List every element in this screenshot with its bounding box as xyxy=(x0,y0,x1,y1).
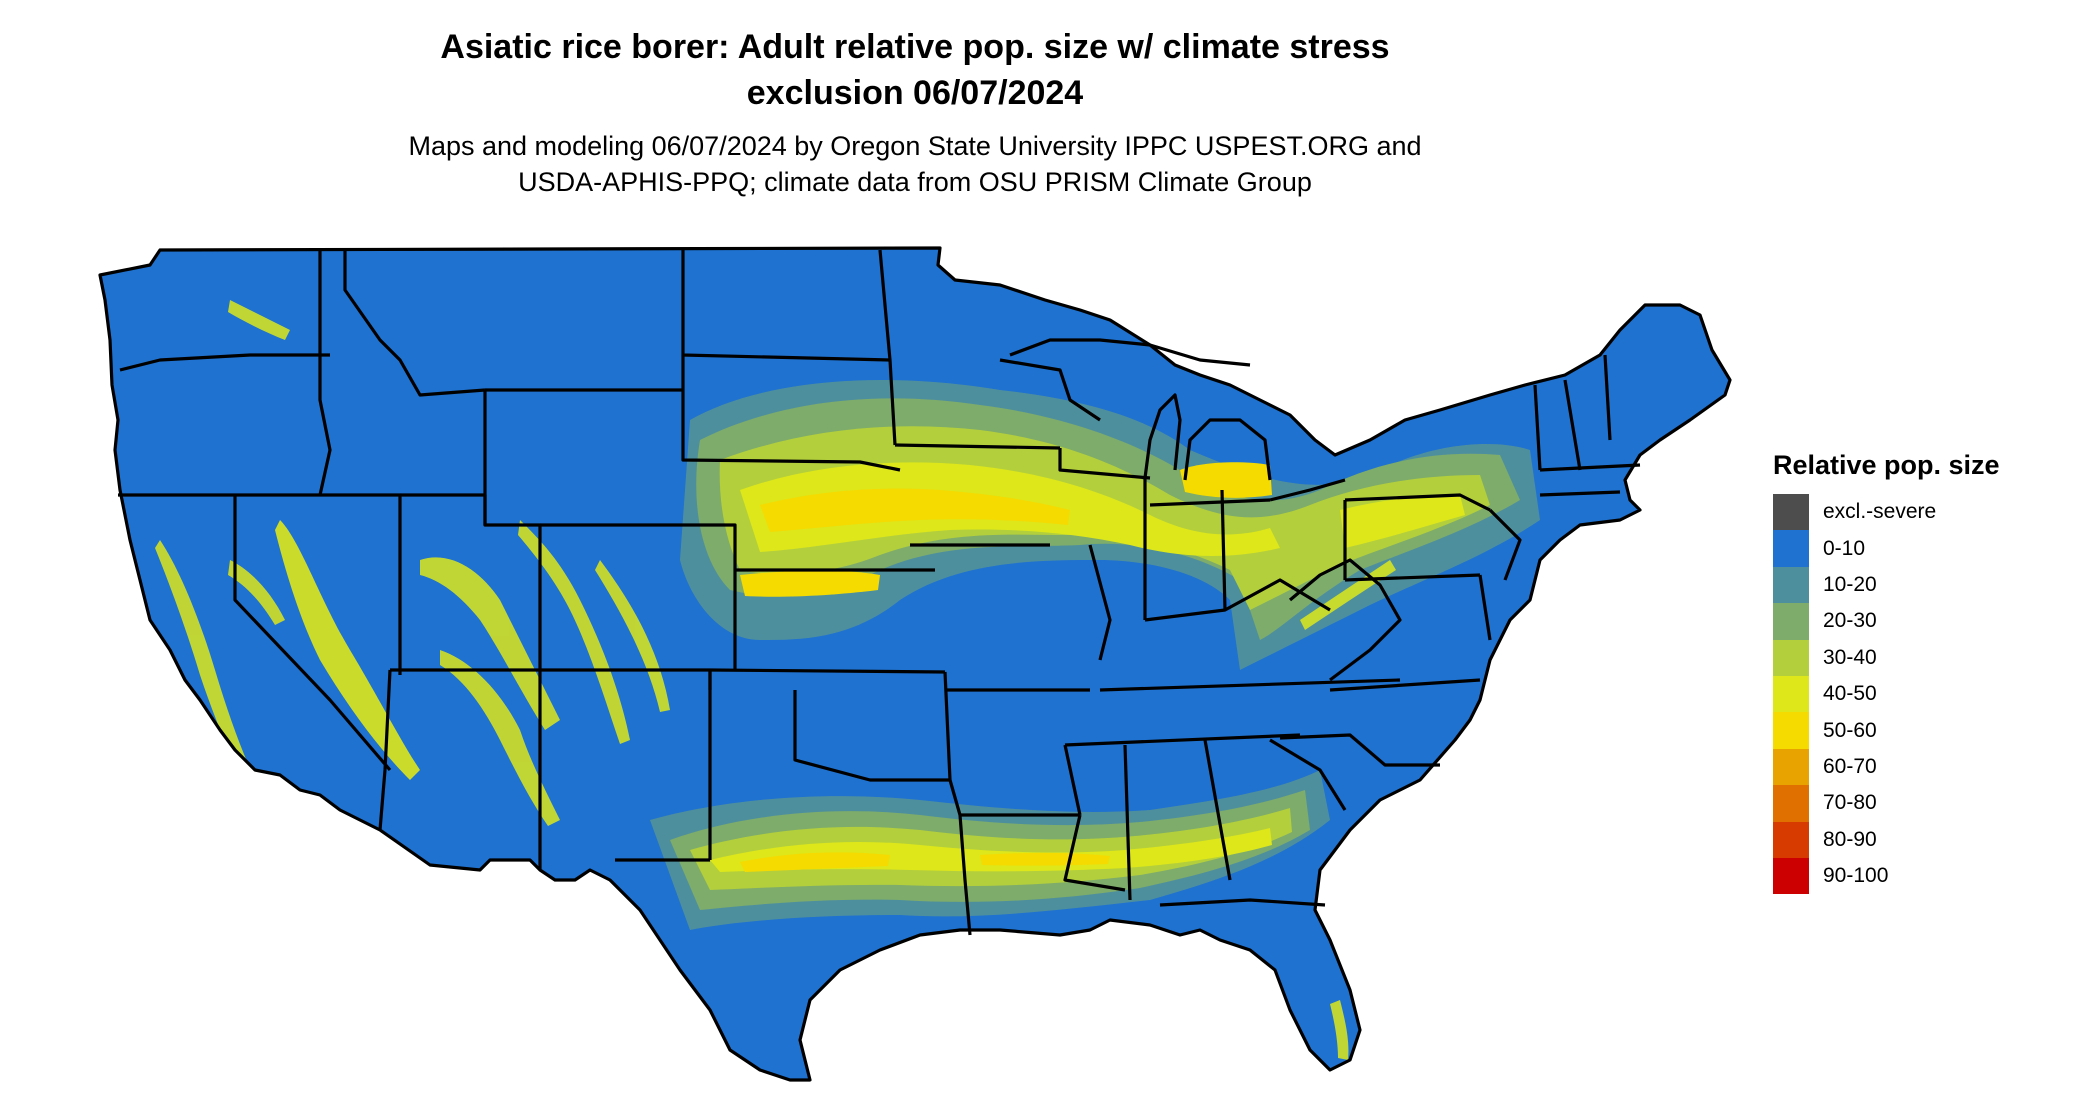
border-ga-sc xyxy=(1269,738,1347,811)
border-ky-tn xyxy=(1099,678,1401,692)
border-ma-ct xyxy=(1539,463,1641,497)
us-map-svg xyxy=(98,246,1732,1082)
border-il-south xyxy=(1088,544,1112,661)
legend-item: 70-80 xyxy=(1773,785,2073,822)
legend-item: 90-100 xyxy=(1773,857,2073,895)
border-ca-nv xyxy=(233,495,392,772)
border-id-mt xyxy=(343,250,486,397)
border-vt-nh xyxy=(1563,379,1582,471)
border-nm-tx xyxy=(615,670,712,862)
border-va-nc xyxy=(1329,678,1481,692)
border-nh-me xyxy=(1603,354,1612,441)
border-al-ga xyxy=(1203,739,1232,881)
border-ga-fl xyxy=(1159,898,1326,907)
legend-item: 10-20 xyxy=(1773,566,2073,604)
border-id-west xyxy=(318,250,332,496)
legend-swatch xyxy=(1773,566,1809,604)
legend-item: 0-10 xyxy=(1773,530,2073,567)
border-ms-la xyxy=(1063,814,1126,892)
raster-50-60 xyxy=(740,462,1272,872)
state-borders xyxy=(98,246,1732,1082)
lake-michigan-shore xyxy=(1143,393,1272,481)
border-ut-wy-co xyxy=(400,493,542,670)
legend-label: 0-10 xyxy=(1823,536,1866,560)
legend-items: excl.-severe 0-10 10-20 20-30 30-40 40-5… xyxy=(1773,494,2073,895)
legend-title: Relative pop. size xyxy=(1773,450,2000,480)
us-outline xyxy=(98,246,1732,1082)
border-in-oh xyxy=(1220,489,1227,611)
border-co-north xyxy=(540,523,737,670)
legend-item: excl.-severe xyxy=(1773,494,2073,531)
map-title-line-2: exclusion 06/07/2024 xyxy=(746,74,1084,112)
border-az-south xyxy=(378,669,392,831)
border-mn-west xyxy=(878,249,897,446)
legend-swatch xyxy=(1773,785,1809,822)
legend-swatch xyxy=(1773,748,1809,786)
border-wi-il xyxy=(1058,448,1151,480)
legend-item: 30-40 xyxy=(1773,639,2073,676)
border-nc-sc xyxy=(1279,733,1440,767)
border-ms-west xyxy=(1063,744,1082,816)
legend-label: 60-70 xyxy=(1823,754,1877,778)
legend-item: 50-60 xyxy=(1773,712,2073,749)
population-raster xyxy=(100,248,1730,1080)
legend-label: 30-40 xyxy=(1823,645,1877,669)
map-subtitle-line-2: USDA-APHIS-PPQ; climate data from OSU PR… xyxy=(518,167,1312,197)
legend-label: 80-90 xyxy=(1823,827,1877,851)
border-ny-vt xyxy=(1533,384,1542,471)
border-wa-or xyxy=(119,353,330,372)
legend-swatch xyxy=(1773,530,1809,567)
lake-erie-shore xyxy=(1269,478,1346,502)
border-ky-north xyxy=(1144,578,1331,622)
us-population-map xyxy=(95,240,1745,1120)
border-tn-south xyxy=(1064,733,1301,747)
map-subtitle-line-1: Maps and modeling 06/07/2024 by Oregon S… xyxy=(408,131,1422,161)
legend-swatch xyxy=(1773,639,1809,676)
legend-label: 50-60 xyxy=(1823,718,1877,742)
border-ks-ok xyxy=(709,668,946,674)
border-az-nm xyxy=(390,668,710,870)
border-wv-va xyxy=(1288,558,1402,682)
legend-label: excl.-severe xyxy=(1823,500,1937,524)
legend-swatch xyxy=(1773,675,1809,713)
legend-item: 80-90 xyxy=(1773,821,2073,858)
border-ok-panhandle xyxy=(708,670,950,782)
legend-swatch xyxy=(1773,603,1809,640)
map-title-line-1: Asiatic rice borer: Adult relative pop. … xyxy=(440,28,1390,66)
legend-item: 40-50 xyxy=(1773,675,2073,713)
border-ny-pa xyxy=(1344,493,1491,512)
border-ms-al xyxy=(1123,744,1132,901)
border-md-de xyxy=(1478,574,1492,641)
border-pa-south xyxy=(1344,573,1481,582)
border-nj xyxy=(1488,508,1522,581)
legend-label: 70-80 xyxy=(1823,791,1877,815)
legend-label: 40-50 xyxy=(1823,682,1877,706)
legend-swatch xyxy=(1773,857,1809,895)
legend-item: 20-30 xyxy=(1773,603,2073,640)
border-mn-ia xyxy=(894,443,1061,450)
border-sd-ne xyxy=(681,355,901,472)
legend-swatch xyxy=(1773,821,1809,858)
border-wi-mi xyxy=(999,358,1101,422)
legend: Relative pop. size excl.-severe 0-10 10-… xyxy=(1773,448,2073,895)
border-mi-oh xyxy=(1149,498,1271,507)
legend-swatch xyxy=(1773,494,1809,531)
border-tx-la xyxy=(943,671,972,936)
legend-item: 60-70 xyxy=(1773,748,2073,786)
legend-swatch xyxy=(1773,712,1809,749)
legend-label: 10-20 xyxy=(1823,572,1877,596)
lake-superior-shore xyxy=(1009,338,1251,367)
legend-label: 20-30 xyxy=(1823,609,1877,633)
legend-label: 90-100 xyxy=(1823,864,1889,888)
